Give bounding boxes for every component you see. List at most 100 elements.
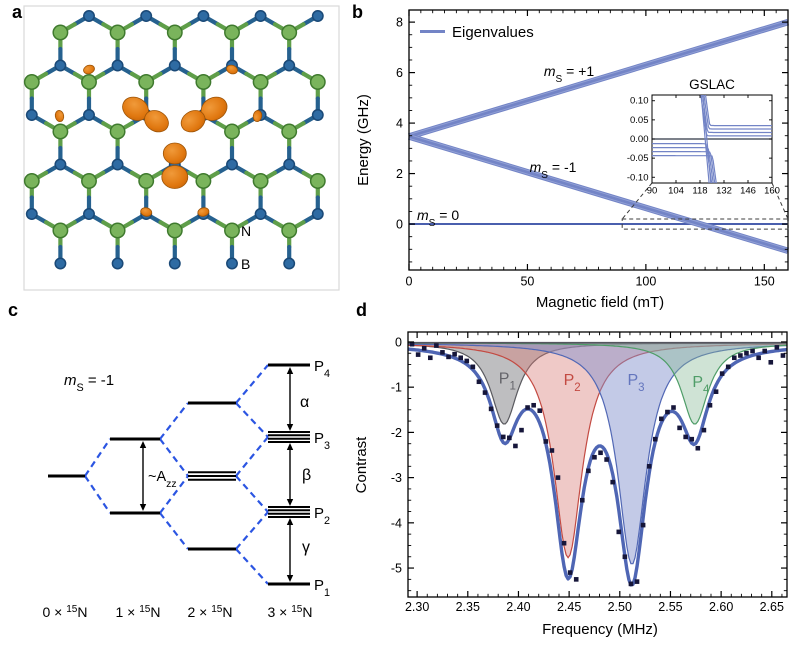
nitrogen-atom bbox=[252, 173, 269, 189]
d-y-tick-label: 0 bbox=[395, 335, 402, 349]
nitrogen-atom bbox=[309, 173, 326, 189]
panel-a-label: a bbox=[12, 2, 23, 22]
data-point-square bbox=[732, 355, 737, 361]
data-point-square bbox=[555, 475, 561, 480]
lorentzian-fill bbox=[408, 341, 787, 424]
ms-minus1-diagram-label: mS = -1 bbox=[64, 372, 114, 394]
ms-minus1-label: mS = -1 bbox=[530, 159, 577, 181]
lorentzian-curve bbox=[408, 343, 787, 559]
ms-0-label: mS = 0 bbox=[417, 207, 459, 229]
b-x-tick-label: 100 bbox=[635, 275, 656, 289]
data-point-square bbox=[738, 353, 743, 358]
nitrogen-atom bbox=[23, 74, 40, 90]
inset-y-tick-label: 0.10 bbox=[630, 96, 649, 107]
data-point-square bbox=[707, 402, 713, 408]
peak-label: P3 bbox=[627, 372, 644, 394]
data-point-square bbox=[476, 379, 482, 385]
b-legend-label: Eigenvalues bbox=[452, 24, 534, 41]
b-y-tick-label: 2 bbox=[396, 167, 403, 181]
boron-atom bbox=[168, 59, 181, 72]
correlation-dash-line bbox=[84, 438, 111, 477]
gamma-transition-label: γ bbox=[302, 539, 310, 556]
correlation-dash-line bbox=[235, 402, 269, 438]
boron-atom bbox=[254, 208, 267, 220]
d-data-points bbox=[409, 341, 787, 587]
d-plot: 2.30 2.35 2.40 2.45 2.50 2.55 2.60 2.65 0 -1 -2 -3 -… bbox=[391, 331, 788, 614]
nitrogen-atom bbox=[281, 123, 298, 140]
data-point-square bbox=[494, 423, 500, 428]
correlation-dash-line bbox=[235, 436, 269, 477]
data-point-square bbox=[768, 359, 774, 365]
b-x-tick-label: 150 bbox=[754, 275, 775, 289]
boron-atom bbox=[283, 257, 296, 270]
data-point-square bbox=[604, 457, 609, 462]
nitrogen-atom bbox=[138, 173, 155, 189]
lorentzian-curve bbox=[408, 343, 787, 565]
nitrogen-atom bbox=[52, 222, 69, 239]
data-point-square bbox=[549, 448, 555, 453]
isotope-count-label: 1 × 15N bbox=[115, 604, 160, 621]
correlation-dash-line bbox=[159, 402, 189, 440]
azz-splitting-label: ~Azz bbox=[148, 469, 177, 490]
data-point-square bbox=[525, 405, 530, 410]
orange-lobe bbox=[140, 207, 153, 217]
data-point-square bbox=[616, 529, 622, 535]
orange-lobe bbox=[54, 110, 65, 122]
data-point-square bbox=[756, 355, 761, 361]
nitrogen-atom bbox=[109, 123, 126, 140]
d-y-tick-label: -1 bbox=[391, 381, 402, 395]
spin-density-lobes bbox=[54, 64, 263, 217]
data-point-square bbox=[719, 371, 725, 376]
nitrogen-atom bbox=[224, 123, 240, 140]
inset-x-tick-label: 146 bbox=[740, 186, 756, 197]
nitrogen-atom bbox=[138, 74, 155, 90]
d-y-tick-label: -3 bbox=[391, 471, 402, 485]
zoom-region-box bbox=[621, 218, 789, 230]
nitrogen-atom bbox=[23, 173, 40, 189]
boron-atom bbox=[197, 10, 210, 22]
panel-b-label: b bbox=[352, 2, 363, 22]
peak-label: P2 bbox=[564, 372, 581, 394]
p3-level-label: P3 bbox=[314, 430, 330, 452]
correlation-dash-line bbox=[84, 475, 111, 514]
nitrogen-atom bbox=[281, 24, 298, 41]
data-point-square bbox=[573, 577, 579, 582]
p4-level-label: P4 bbox=[314, 358, 330, 380]
inset-x-tick-label: 132 bbox=[716, 186, 732, 197]
d-curves bbox=[408, 341, 787, 587]
data-point-square bbox=[762, 348, 768, 354]
data-point-square bbox=[689, 436, 695, 442]
nitrogen-atom bbox=[309, 74, 326, 90]
lorentzian-fill bbox=[408, 341, 787, 424]
inset-y-tick-label: 0.05 bbox=[630, 115, 649, 126]
nitrogen-atom bbox=[166, 222, 183, 239]
boron-atom bbox=[111, 257, 124, 270]
p2-level-label: P2 bbox=[314, 505, 330, 527]
lattice-atoms bbox=[23, 10, 326, 270]
boron-key-label: B bbox=[241, 256, 250, 272]
data-point-square bbox=[683, 434, 688, 440]
d-x-tick-label: 2.60 bbox=[709, 600, 733, 614]
data-point-square bbox=[579, 497, 585, 503]
data-point-square bbox=[415, 352, 421, 357]
correlation-dash-line bbox=[235, 548, 269, 585]
inset-x-tick-label: 118 bbox=[692, 186, 707, 197]
d-x-tick-label: 2.55 bbox=[658, 600, 682, 614]
b-plot: 0 50 100 150 0 2 4 6 8 mS = +1 mS = -1 mS = 0 bbox=[396, 9, 789, 289]
boron-atom bbox=[311, 109, 324, 121]
nitrogen-atom bbox=[109, 222, 126, 239]
d-x-tick-label: 2.40 bbox=[506, 600, 530, 614]
b-y-tick-label: 4 bbox=[396, 117, 403, 131]
b-x-axis-label: Magnetic field (mT) bbox=[536, 294, 664, 311]
eigenvalue-band bbox=[408, 133, 789, 254]
data-point-square bbox=[543, 439, 549, 444]
data-point-square bbox=[677, 425, 682, 431]
ms-plus1-label: mS = +1 bbox=[544, 63, 595, 85]
inset-x-tick-label: 104 bbox=[668, 186, 684, 197]
data-point-square bbox=[464, 358, 470, 364]
boron-atom bbox=[111, 59, 124, 72]
gslac-inset-title: GSLAC bbox=[689, 77, 735, 92]
